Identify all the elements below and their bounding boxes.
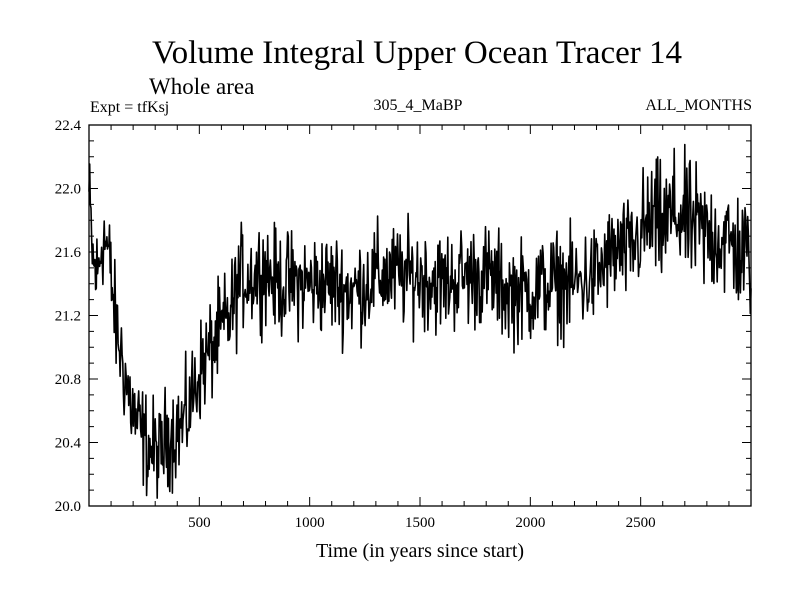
months-label: ALL_MONTHS	[645, 97, 752, 114]
y-tick-label: 21.6	[55, 245, 82, 261]
x-tick-label: 1500	[405, 515, 435, 531]
x-tick-label: 500	[188, 515, 211, 531]
x-axis-label: Time (in years since start)	[316, 540, 524, 562]
series-line	[88, 143, 752, 499]
chart-subtitle: Whole area	[149, 74, 254, 99]
y-tick-label: 20.4	[55, 436, 82, 452]
y-tick-label: 20.8	[55, 372, 81, 388]
chart-title: Volume Integral Upper Ocean Tracer 14	[152, 35, 682, 71]
y-tick-label: 22.0	[55, 182, 81, 198]
y-tick-label: 22.4	[55, 118, 82, 134]
y-tick-label: 21.2	[55, 309, 81, 325]
run-label: 305_4_MaBP	[374, 97, 463, 114]
experiment-label: Expt = tfKsj	[90, 99, 169, 116]
tick-labels: 500 1000 1500 2000 2500 20.0 20.4 20.8 21.2 21.6 2…	[55, 118, 656, 531]
axis-ticks	[89, 125, 751, 506]
x-tick-label: 1000	[295, 515, 325, 531]
x-tick-label: 2000	[515, 515, 545, 531]
y-tick-label: 20.0	[55, 499, 81, 515]
x-tick-label: 2500	[626, 515, 656, 531]
